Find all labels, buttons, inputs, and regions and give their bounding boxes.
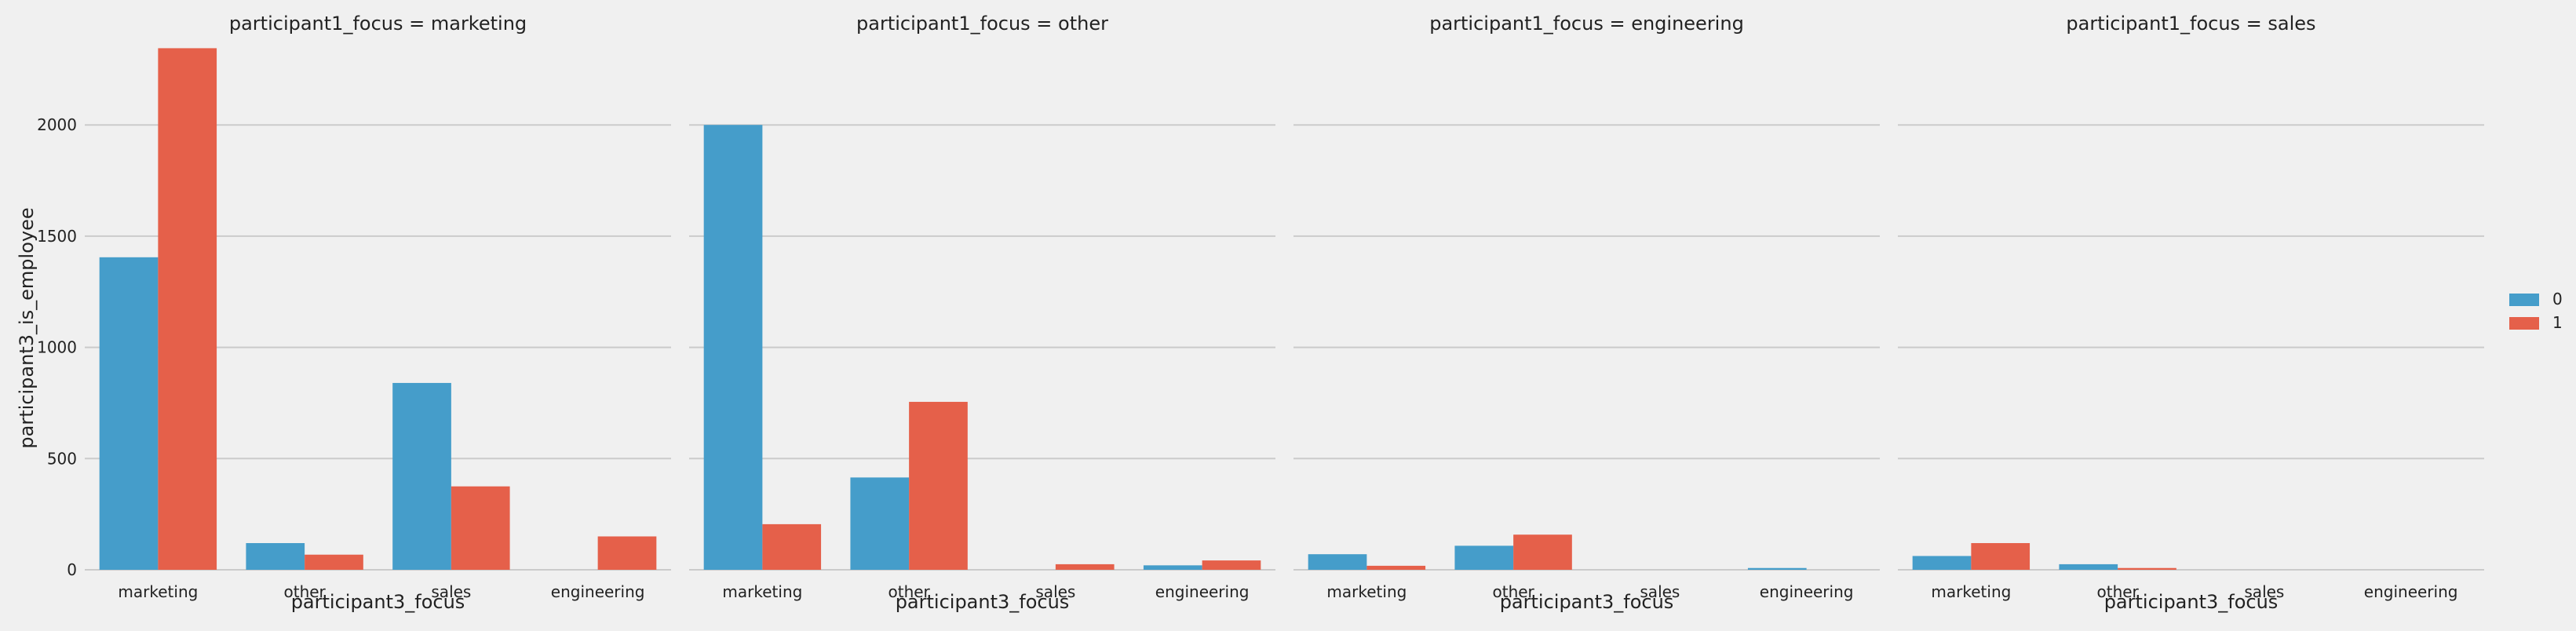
bar-0 xyxy=(392,382,451,570)
x-tick-label: marketing xyxy=(1326,582,1407,601)
bar-1 xyxy=(2118,567,2176,570)
y-tick-label: 1500 xyxy=(37,227,77,246)
facet-title: participant1_focus = engineering xyxy=(1429,13,1744,35)
x-tick-label: engineering xyxy=(1155,582,1250,601)
x-tick-label: marketing xyxy=(1931,582,2011,601)
bar-0 xyxy=(1143,565,1202,570)
y-tick-label: 0 xyxy=(67,560,77,579)
legend-swatch xyxy=(2509,317,2539,330)
bar-0 xyxy=(99,257,159,570)
bar-1 xyxy=(1055,564,1115,570)
x-tick-label: sales xyxy=(2244,582,2284,601)
y-tick-label: 1000 xyxy=(37,338,77,357)
x-tick-label: engineering xyxy=(1760,582,1854,601)
x-axis-label: participant3_focus xyxy=(291,591,465,613)
x-tick-label: other xyxy=(283,582,326,601)
bar-1 xyxy=(1971,542,2031,570)
x-tick-label: other xyxy=(1492,582,1534,601)
bar-1 xyxy=(909,402,968,570)
x-axis-label: participant3_focus xyxy=(1500,591,1674,613)
x-tick-label: sales xyxy=(1640,582,1680,601)
bar-0 xyxy=(1912,556,1972,570)
x-tick-label: sales xyxy=(1035,582,1075,601)
x-tick-label: other xyxy=(2096,582,2139,601)
x-tick-label: marketing xyxy=(118,582,198,601)
bar-1 xyxy=(597,536,657,570)
legend-swatch xyxy=(2509,294,2539,306)
bar-0 xyxy=(1454,545,1514,570)
legend-label: 1 xyxy=(2552,313,2563,332)
bar-0 xyxy=(2059,564,2118,570)
bar-0 xyxy=(703,125,763,571)
x-tick-label: sales xyxy=(431,582,471,601)
x-tick-label: other xyxy=(888,582,930,601)
y-tick-label: 2000 xyxy=(37,115,77,134)
bar-0 xyxy=(850,477,910,570)
facet-title: participant1_focus = other xyxy=(856,13,1108,35)
bar-0 xyxy=(246,542,305,570)
facet-title: participant1_focus = marketing xyxy=(229,13,527,35)
x-tick-label: engineering xyxy=(2364,582,2458,601)
legend-label: 0 xyxy=(2552,290,2563,308)
bar-1 xyxy=(1513,534,1572,570)
x-axis-label: participant3_focus xyxy=(896,591,1070,613)
bar-1 xyxy=(1366,565,1426,570)
bar-0 xyxy=(1747,567,1807,570)
y-tick-label: 500 xyxy=(47,449,77,468)
bar-1 xyxy=(158,48,217,571)
x-tick-label: marketing xyxy=(722,582,802,601)
facet-title: participant1_focus = sales xyxy=(2066,13,2315,35)
bar-1 xyxy=(1202,560,1261,570)
bar-0 xyxy=(1308,554,1367,570)
bar-1 xyxy=(762,523,822,570)
bar-1 xyxy=(305,554,363,570)
x-tick-label: engineering xyxy=(551,582,645,601)
bar-1 xyxy=(451,486,510,570)
y-axis-label: participant3_is_employee xyxy=(16,207,38,448)
x-axis-label: participant3_focus xyxy=(2104,591,2279,613)
